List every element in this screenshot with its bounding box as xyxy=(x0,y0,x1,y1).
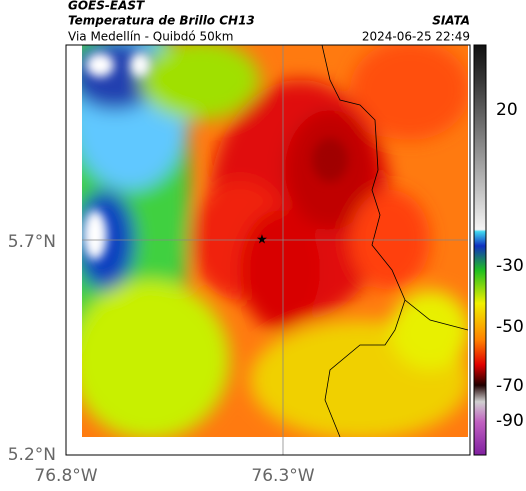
colorbar-tick-label: -70 xyxy=(496,376,524,396)
map-frame xyxy=(65,44,471,456)
colorbar-tick-label: -90 xyxy=(496,411,524,431)
agency: SIATA xyxy=(432,14,470,28)
satellite-image xyxy=(82,45,468,437)
lat-label: 5.7°N xyxy=(8,232,56,252)
lon-label: 76.3°W xyxy=(251,466,314,486)
lon-label: 76.8°W xyxy=(34,466,97,486)
timestamp: 2024-06-25 22:49 xyxy=(362,30,470,44)
border xyxy=(321,44,469,438)
product: Temperatura de Brillo CH13 xyxy=(68,14,255,28)
city-marker: ★ xyxy=(256,233,268,248)
source: GOES-EAST xyxy=(68,0,145,13)
region: Via Medellín - Quibdó 50km xyxy=(68,30,233,44)
lat-label: 5.2°N xyxy=(8,445,56,465)
colorbar-tick-label: -50 xyxy=(496,317,524,337)
colorbar-tick-label: -30 xyxy=(496,256,524,276)
colorbar-tick-label: 20 xyxy=(496,100,518,120)
colorbar xyxy=(473,44,487,456)
